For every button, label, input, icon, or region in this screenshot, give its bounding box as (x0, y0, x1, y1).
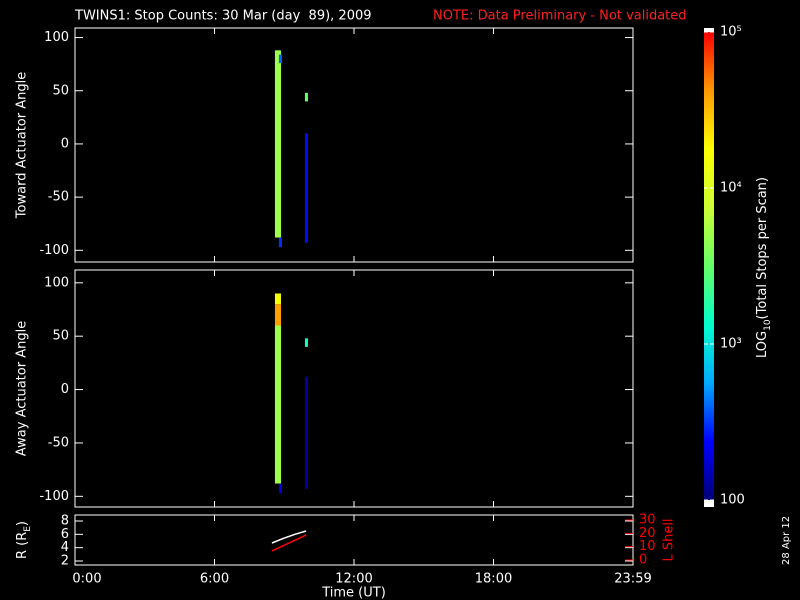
panel-frame (74, 27, 634, 263)
colorbar-label: LOG10(Total Stops per Scan) (755, 177, 773, 358)
y-tick-label: 50 (52, 329, 69, 344)
y-tick-label: 100 (44, 30, 69, 45)
panel-frame (74, 269, 634, 508)
x-tick-label: 0:00 (72, 572, 101, 587)
y-tick-label: 0 (61, 382, 69, 397)
heatmap-cell (304, 92, 308, 102)
y-tick-label: 50 (52, 83, 69, 98)
y-tick-label: 8 (61, 514, 69, 529)
y-tick-label: 2 (61, 554, 69, 569)
x-tick-label: 18:00 (475, 572, 512, 587)
x-tick-label: 6:00 (200, 572, 229, 587)
y2-tick-label: 20 (639, 526, 656, 541)
heatmap-cell (278, 483, 282, 494)
heatmap-cell (304, 338, 308, 347)
x-tick-label: 12:00 (335, 572, 372, 587)
y2-tick-label: 30 (639, 513, 656, 528)
y-tick-label: -50 (48, 435, 69, 450)
y-tick-label: -100 (39, 489, 69, 504)
y-tick-label: -100 (39, 243, 69, 258)
heatmap-cell (304, 376, 308, 489)
x-tick-label: 23:59 (614, 572, 651, 587)
colorbar-tick-label: 100 (720, 493, 745, 508)
y-axis-label-part: R (R (15, 532, 30, 559)
y-tick-label: 4 (61, 540, 69, 555)
heatmap-cell (274, 304, 281, 326)
chart-title: TWINS1: Stop Counts: 30 Mar (day 89), 20… (74, 9, 372, 24)
y-axis-label-part: ) (15, 521, 30, 526)
heatmap-cell (274, 50, 281, 238)
colorbar (704, 32, 714, 500)
colorbar-label-part: (Total Stops per Scan) (755, 177, 770, 319)
y-tick-label: 6 (61, 527, 69, 542)
heatmap-cell (304, 133, 308, 243)
y-tick-label: 0 (61, 136, 69, 151)
y-axis-label: Away Actuator Angle (15, 321, 30, 456)
series-line (271, 530, 307, 544)
colorbar-tick-label: 10⁴ (720, 181, 742, 196)
heatmap-cell (278, 54, 282, 64)
heatmap-cell (278, 237, 282, 248)
y-axis-label: R (RE) (15, 521, 33, 559)
y2-tick-label: 0 (639, 553, 647, 568)
heatmap-cell (274, 325, 281, 484)
y2-tick-label: 10 (639, 539, 656, 554)
y-tick-label: -50 (48, 190, 69, 205)
panel-frame (74, 514, 634, 566)
heatmap-cell (274, 293, 281, 305)
note: NOTE: Data Preliminary - Not validated (433, 9, 687, 24)
colorbar-tick-label: 10³ (720, 337, 742, 352)
colorbar-tick-label: 10⁵ (720, 25, 742, 40)
series-line (271, 534, 307, 552)
y-axis-label-sub: E (23, 526, 33, 532)
colorbar-label-sub: 10 (763, 319, 773, 331)
y2-axis-label: L Shell (662, 518, 677, 561)
x-axis-label: Time (UT) (321, 586, 386, 600)
y-tick-label: 100 (44, 275, 69, 290)
y-axis-label: Toward Actuator Angle (15, 72, 30, 219)
colorbar-label-part: LOG (755, 331, 770, 358)
date-stamp: 28 Apr 12 (781, 516, 792, 565)
